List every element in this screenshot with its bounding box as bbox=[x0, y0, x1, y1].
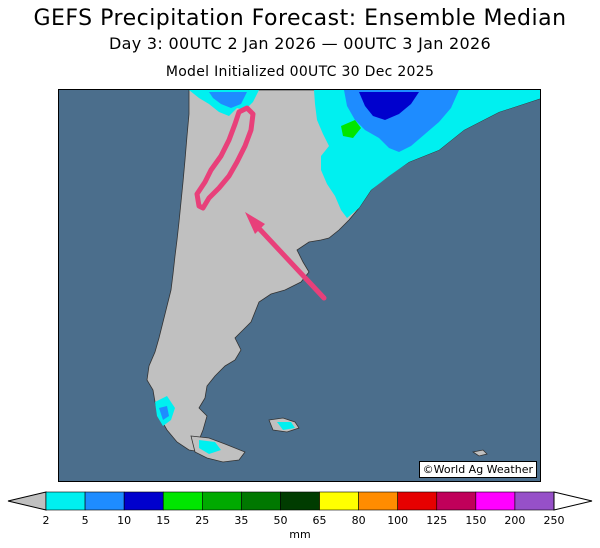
colorbar-unit: mm bbox=[289, 528, 310, 541]
colorbar-tick-label: 50 bbox=[273, 514, 287, 527]
colorbar-tick-label: 80 bbox=[352, 514, 366, 527]
colorbar-segment bbox=[436, 491, 477, 511]
precip-blue-patagonia bbox=[159, 406, 169, 420]
precip-green-northeast bbox=[341, 120, 361, 138]
colorbar-below-triangle bbox=[7, 491, 47, 511]
colorbar-tick-label: 150 bbox=[465, 514, 486, 527]
valid-period: Day 3: 00UTC 2 Jan 2026 — 00UTC 3 Jan 20… bbox=[109, 34, 491, 53]
init-time: Model Initialized 00UTC 30 Dec 2025 bbox=[165, 64, 435, 80]
colorbar-tick-label: 2 bbox=[43, 514, 50, 527]
colorbar: 2 5 10 15 25 35 50 65 80 100 125 150 200 250 mm bbox=[7, 491, 593, 541]
highlight-arrow bbox=[245, 212, 327, 301]
colorbar-segment bbox=[162, 491, 203, 511]
colorbar-segment bbox=[358, 491, 398, 511]
land-south-america bbox=[146, 90, 540, 453]
precip-cyan-tierra-del-fuego bbox=[199, 440, 221, 454]
colorbar-tick-label: 250 bbox=[544, 514, 565, 527]
colorbar-tick-label: 15 bbox=[156, 514, 170, 527]
colorbar-segment bbox=[241, 491, 281, 511]
colorbar-segment bbox=[280, 491, 320, 511]
colorbar-ticks: 2 5 10 15 25 35 50 65 80 100 125 150 200 250 bbox=[43, 514, 565, 527]
colorbar-above-triangle bbox=[553, 491, 593, 511]
precip-blue-andes-north bbox=[209, 92, 247, 108]
colorbar-segment bbox=[475, 491, 516, 511]
colorbar-tick-label: 35 bbox=[234, 514, 248, 527]
land-south-georgia bbox=[471, 449, 488, 457]
colorbar-tick-label: 125 bbox=[426, 514, 447, 527]
precip-cyan-falklands bbox=[277, 422, 295, 430]
colorbar-segment bbox=[123, 491, 164, 511]
precip-shading bbox=[155, 90, 540, 454]
colorbar-segments bbox=[45, 491, 555, 511]
colorbar-segment bbox=[514, 491, 555, 511]
colorbar-tick-label: 5 bbox=[82, 514, 89, 527]
colorbar-segment bbox=[202, 491, 242, 511]
colorbar-tick-label: 100 bbox=[387, 514, 408, 527]
precip-darkblue-northeast bbox=[359, 92, 419, 120]
colorbar-tick-label: 65 bbox=[313, 514, 327, 527]
colorbar-segment bbox=[45, 491, 86, 511]
credit-label: ©World Ag Weather bbox=[418, 461, 537, 478]
map-canvas bbox=[59, 90, 540, 481]
colorbar-segment bbox=[397, 491, 438, 511]
precipitation-map: ©World Ag Weather bbox=[58, 89, 541, 482]
highlight-outline bbox=[194, 105, 256, 211]
map-title: GEFS Precipitation Forecast: Ensemble Me… bbox=[33, 6, 567, 31]
colorbar-tick-label: 25 bbox=[195, 514, 209, 527]
colorbar-tick-label: 10 bbox=[117, 514, 131, 527]
colorbar-segment bbox=[84, 491, 125, 511]
colorbar-segment bbox=[319, 491, 359, 511]
colorbar-tick-label: 200 bbox=[504, 514, 525, 527]
